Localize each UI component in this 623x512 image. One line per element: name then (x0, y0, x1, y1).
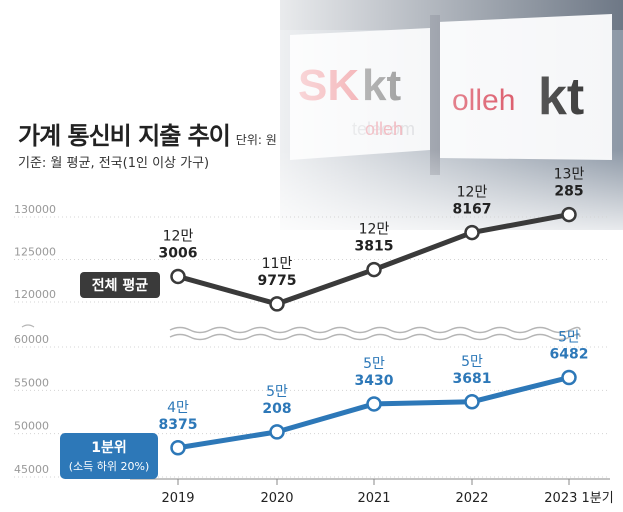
data-label-lower: 3815 (355, 239, 394, 255)
data-label-upper: 13만 (554, 167, 585, 183)
data-label-upper: 5만 (461, 354, 483, 370)
data-label-upper: 12만 (457, 185, 488, 201)
data-label-upper: 5만 (558, 329, 580, 345)
data-label-upper: 5만 (266, 384, 288, 400)
data-point (170, 440, 186, 456)
data-label-lower: 3430 (355, 373, 394, 389)
data-label-lower: 208 (262, 401, 291, 417)
y-axis: 130000 125000 120000 60000 55000 50000 45000 (14, 203, 56, 476)
series-layer: 12만300611만977512만381512만816713만2854만8375… (159, 167, 589, 456)
y-tick-label: 120000 (14, 288, 56, 301)
x-tick-label: 2020 (260, 491, 293, 506)
y-tick-label: 60000 (14, 333, 49, 346)
data-point (170, 268, 186, 285)
data-point (464, 394, 480, 410)
series-label-box (80, 272, 160, 298)
y-tick-label: 55000 (14, 376, 49, 389)
data-label-lower: 8167 (453, 202, 492, 218)
series-label: 1분위 (91, 440, 127, 456)
unit-note: 단위: 원 (235, 133, 277, 147)
data-point (269, 296, 285, 312)
data-point (269, 424, 285, 440)
x-axis: 2019 2020 2021 2022 2023 1분기 (130, 478, 614, 506)
data-point (366, 261, 382, 278)
data-point (366, 396, 382, 412)
data-label-lower: 9775 (258, 273, 297, 289)
data-label-upper: 12만 (359, 222, 390, 238)
y-tick-label: 45000 (14, 463, 49, 476)
background-photo: SK kt telecom olleh olleh kt (0, 0, 623, 250)
data-label-lower: 6482 (550, 346, 589, 362)
series-label: 전체 평균 (92, 277, 149, 294)
data-label-lower: 285 (554, 184, 583, 200)
series-label-box (60, 433, 158, 479)
chart-subtitle: 기준: 월 평균, 전국(1인 이상 가구) (18, 156, 210, 171)
series-label-sub: (소득 하위 20%) (69, 459, 150, 473)
series-labels: 전체 평균 1분위 (소득 하위 20%) (60, 272, 160, 479)
data-label-lower: 8375 (159, 417, 198, 433)
x-tick-label: 2019 (161, 491, 194, 506)
x-tick-label: 2022 (455, 491, 488, 506)
data-label-upper: 11만 (262, 256, 293, 272)
axis-break (21, 324, 581, 341)
data-label-upper: 4만 (167, 400, 189, 416)
y-tick-label: 130000 (14, 203, 56, 216)
chart-title: 가계 통신비 지출 추이 단위: 원 (18, 116, 277, 151)
data-label-upper: 5만 (363, 356, 385, 372)
y-tick-label: 125000 (14, 246, 56, 259)
chart-title-text: 가계 통신비 지출 추이 (18, 122, 231, 150)
data-label-lower: 3006 (159, 245, 198, 261)
data-point (561, 369, 577, 386)
data-label-lower: 3681 (453, 371, 492, 387)
data-point (464, 224, 480, 241)
data-label-upper: 12만 (163, 228, 194, 244)
x-tick-label: 2023 1분기 (544, 491, 613, 506)
y-tick-label: 50000 (14, 420, 49, 433)
data-point (561, 206, 577, 223)
x-tick-label: 2021 (357, 491, 390, 506)
